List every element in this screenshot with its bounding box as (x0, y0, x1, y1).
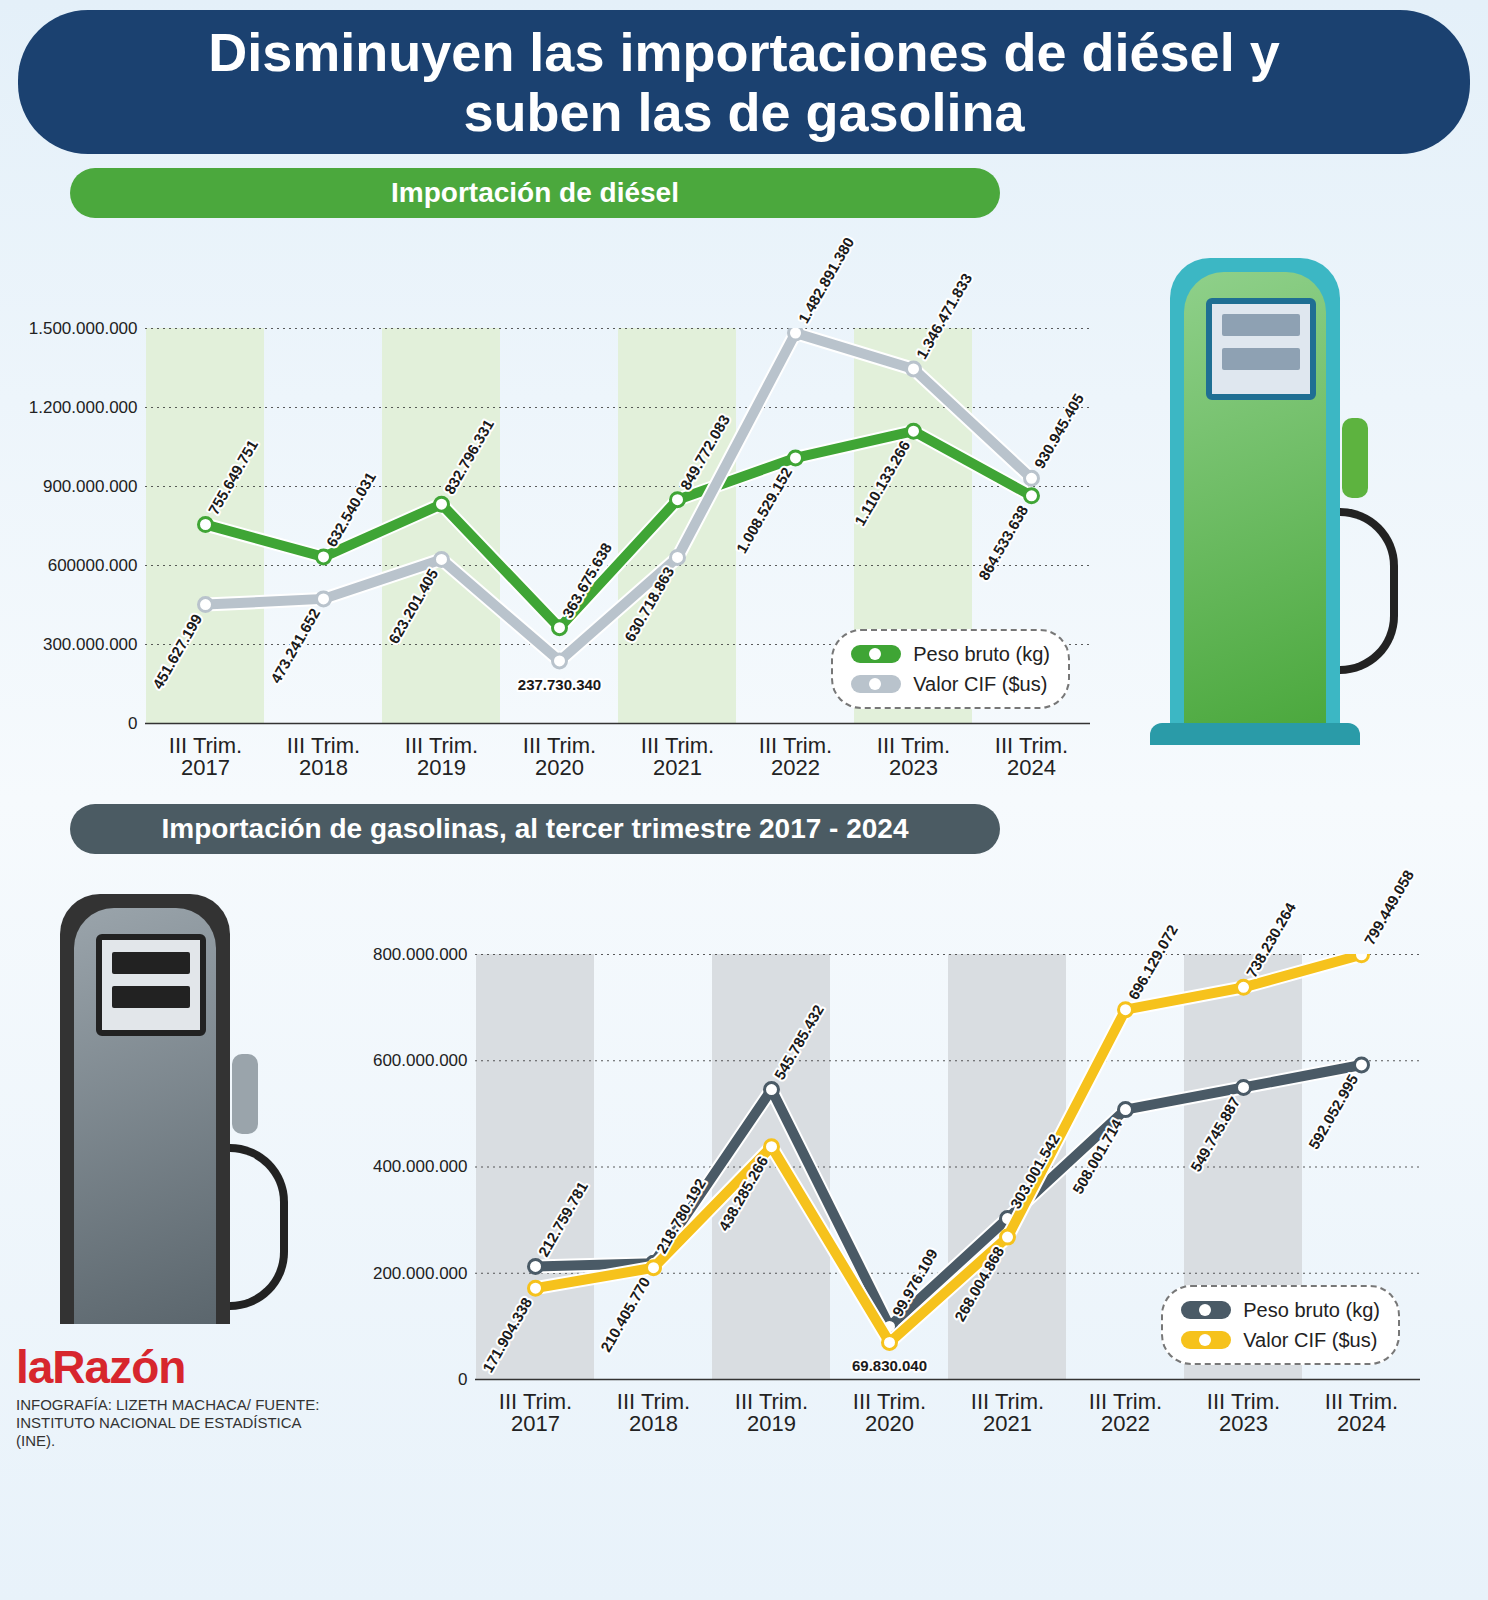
svg-text:III Trim.2024: III Trim.2024 (995, 733, 1068, 780)
svg-text:799.449.058: 799.449.058 (1361, 867, 1417, 948)
html-text:Peso bruto (kg): Peso bruto (kg) (913, 642, 1050, 665)
svg-text:III Trim.2019: III Trim.2019 (735, 1389, 808, 1436)
svg-text:630.718.863: 630.718.863 (621, 564, 677, 645)
svg-text:438.285.266: 438.285.266 (715, 1153, 771, 1234)
svg-text:545.785.432: 545.785.432 (771, 1002, 827, 1083)
svg-text:1.008.529.152: 1.008.529.152 (733, 464, 796, 556)
svg-text:1.110.133.266: 1.110.133.266 (851, 438, 913, 529)
svg-text:200.000.000: 200.000.000 (373, 1264, 468, 1283)
html-text:laRazón: laRazón (16, 1341, 186, 1393)
svg-text:0: 0 (458, 1370, 467, 1389)
svg-text:696.129.072: 696.129.072 (1125, 922, 1181, 1003)
svg-text:600.000.000: 600.000.000 (373, 1051, 468, 1070)
svg-text:III Trim.2024: III Trim.2024 (1325, 1389, 1398, 1436)
svg-text:473.241.652: 473.241.652 (267, 605, 323, 686)
svg-text:210.405.770: 210.405.770 (597, 1274, 653, 1355)
svg-text:632.540.031: 632.540.031 (323, 469, 379, 550)
html-text:Importación de diésel: Importación de diésel (391, 177, 679, 208)
svg-text:III Trim.2022: III Trim.2022 (1089, 1389, 1162, 1436)
svg-text:III Trim.2019: III Trim.2019 (405, 733, 478, 780)
svg-text:99.976.109: 99.976.109 (889, 1246, 941, 1320)
svg-text:212.759.781: 212.759.781 (535, 1179, 591, 1260)
svg-text:508.001.714: 508.001.714 (1069, 1115, 1126, 1196)
svg-text:1.200.000.000: 1.200.000.000 (29, 398, 138, 417)
svg-text:III Trim.2021: III Trim.2021 (641, 733, 714, 780)
svg-text:III Trim.2020: III Trim.2020 (853, 1389, 926, 1436)
svg-text:363.675.638: 363.675.638 (559, 540, 615, 621)
svg-text:III Trim.2018: III Trim.2018 (287, 733, 360, 780)
svg-text:549.745.887: 549.745.887 (1187, 1094, 1243, 1175)
svg-text:III Trim.2023: III Trim.2023 (877, 733, 950, 780)
svg-text:1.500.000.000: 1.500.000.000 (29, 319, 138, 338)
svg-text:303.001.542: 303.001.542 (1007, 1131, 1063, 1212)
svg-text:III Trim.2017: III Trim.2017 (169, 733, 242, 780)
html-text:Peso bruto (kg): Peso bruto (kg) (1243, 1298, 1380, 1321)
html-text:Importación de gasolinas, al t: Importación de gasolinas, al tercer trim… (161, 813, 909, 844)
svg-text:849.772.083: 849.772.083 (677, 412, 733, 493)
svg-text:600000.000: 600000.000 (48, 556, 138, 575)
svg-text:III Trim.2017: III Trim.2017 (499, 1389, 572, 1436)
svg-text:III Trim.2023: III Trim.2023 (1207, 1389, 1280, 1436)
html-text:Valor CIF ($us): Valor CIF ($us) (913, 672, 1048, 695)
svg-text:451.627.199: 451.627.199 (149, 611, 205, 692)
svg-text:171.904.338: 171.904.338 (479, 1295, 535, 1376)
svg-text:69.830.040: 69.830.040 (852, 1357, 927, 1374)
svg-text:832.796.331: 832.796.331 (441, 416, 497, 497)
svg-text:755.649.751: 755.649.751 (205, 437, 261, 518)
svg-text:623.201.405: 623.201.405 (385, 566, 441, 647)
svg-text:738.230.264: 738.230.264 (1243, 899, 1300, 980)
svg-text:III Trim.2022: III Trim.2022 (759, 733, 832, 780)
svg-text:1.346.471.833: 1.346.471.833 (913, 270, 976, 362)
svg-text:237.730.340: 237.730.340 (518, 676, 601, 693)
html-text:INFOGRAFÍA: LIZETH MACHACA/ FU: INFOGRAFÍA: LIZETH MACHACA/ FUENTE: INST… (16, 1396, 320, 1449)
html-text:Disminuyen las importaciones d: Disminuyen las importaciones de diésel y… (208, 22, 1280, 142)
svg-text:III Trim.2020: III Trim.2020 (523, 733, 596, 780)
svg-text:1.482.891.380: 1.482.891.380 (795, 234, 858, 326)
svg-text:930.945.405: 930.945.405 (1031, 391, 1087, 472)
svg-text:0: 0 (128, 714, 137, 733)
svg-text:300.000.000: 300.000.000 (43, 635, 138, 654)
svg-text:268.004.868: 268.004.868 (951, 1244, 1007, 1325)
svg-text:218.780.192: 218.780.192 (653, 1175, 709, 1256)
svg-text:864.533.638: 864.533.638 (975, 502, 1031, 583)
svg-text:III Trim.2018: III Trim.2018 (617, 1389, 690, 1436)
svg-text:800.000.000: 800.000.000 (373, 945, 468, 964)
svg-text:III Trim.2021: III Trim.2021 (971, 1389, 1044, 1436)
svg-text:592.052.995: 592.052.995 (1305, 1071, 1361, 1152)
svg-text:900.000.000: 900.000.000 (43, 477, 138, 496)
svg-text:400.000.000: 400.000.000 (373, 1157, 468, 1176)
html-text:Valor CIF ($us): Valor CIF ($us) (1243, 1328, 1378, 1351)
